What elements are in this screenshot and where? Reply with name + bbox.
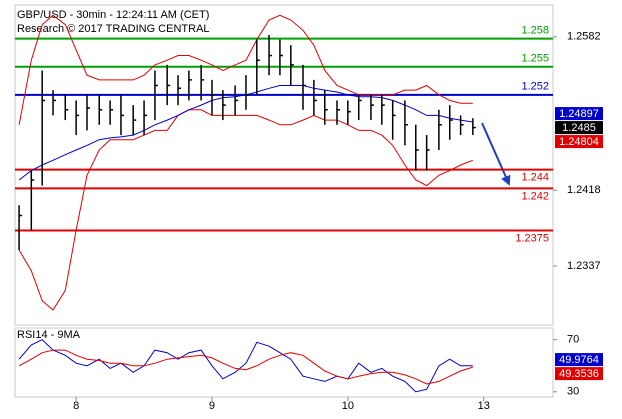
last-value-label: 49.9764	[559, 354, 599, 366]
last-value-box	[555, 121, 603, 135]
level-label: 1.242	[521, 190, 549, 202]
y-tick-label: 70	[567, 334, 579, 346]
last-value-box	[555, 107, 603, 121]
y-tick-label: 1.2582	[567, 31, 601, 43]
last-value-label: 49.3536	[559, 368, 599, 380]
x-tick-label: 9	[209, 400, 215, 412]
last-value-label: 1.24897	[559, 108, 599, 120]
last-value-box	[555, 135, 603, 149]
level-label: 1.244	[521, 172, 549, 184]
level-label: 1.252	[521, 81, 549, 93]
last-value-box	[555, 353, 603, 367]
chart-title: GBP/USD - 30min - 12:24:11 AM (CET)	[17, 9, 209, 21]
chart-subtitle: Research © 2017 TRADING CENTRAL	[17, 23, 210, 35]
indicator-line	[18, 14, 473, 125]
y-tick-label: 30	[567, 386, 579, 398]
last-value-label: 1.24804	[559, 136, 599, 148]
level-label: 1.255	[521, 53, 549, 65]
indicator-line	[18, 349, 473, 385]
level-label: 1.2375	[515, 232, 549, 244]
y-tick-label: 1.2418	[567, 184, 601, 196]
x-tick-label: 8	[73, 400, 79, 412]
level-label: 1.258	[521, 25, 549, 37]
indicator-line	[18, 109, 473, 311]
price-panel	[14, 4, 554, 326]
last-value-label: 1.2485	[562, 122, 596, 134]
x-tick-label: 13	[478, 400, 490, 412]
forecast-arrow	[481, 122, 511, 186]
last-value-box	[555, 367, 603, 381]
indicator-line	[18, 339, 473, 393]
y-tick-label: 1.2337	[567, 260, 601, 272]
rsi-title: RSI14 - 9MA	[17, 329, 81, 341]
rsi-panel	[14, 327, 554, 398]
x-tick-label: 10	[342, 400, 354, 412]
